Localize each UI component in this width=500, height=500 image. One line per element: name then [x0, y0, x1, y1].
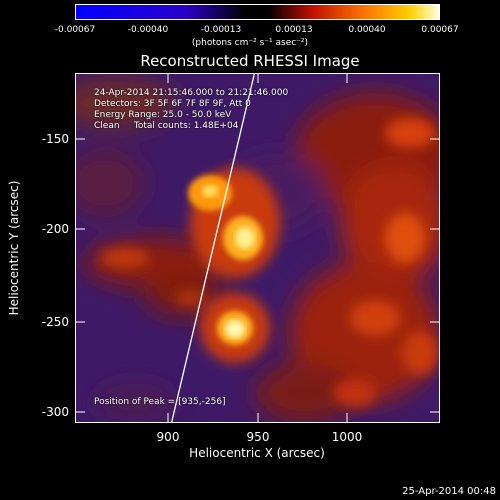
- y-axis-label: Heliocentric Y (arcsec): [7, 180, 21, 316]
- x-axis-label: Heliocentric X (arcsec): [189, 446, 325, 460]
- timestamp: 25-Apr-2014 00:48: [402, 486, 496, 497]
- y-tick: -250: [41, 315, 69, 329]
- y-tick: -150: [41, 132, 69, 146]
- colorbar-tick: 0.00040: [348, 25, 386, 35]
- rhessi-image: [75, 73, 440, 423]
- colorbar-tick: -0.00040: [127, 25, 169, 35]
- colorbar-tick: 0.00067: [421, 25, 459, 35]
- time-range: 24-Apr-2014 21:15:46.000 to 21:21:46.000: [94, 88, 289, 98]
- detectors: Detectors: 3F 5F 6F 7F 8F 9F, Att 0: [94, 99, 251, 109]
- x-tick: 1000: [331, 430, 363, 444]
- colorbar-tick: -0.00013: [200, 25, 242, 35]
- energy-range: Energy Range: 25.0 - 50.0 keV: [94, 110, 232, 120]
- colorbar-tick: -0.00067: [54, 25, 96, 35]
- x-tick: 900: [156, 430, 180, 444]
- peak-position: Position of Peak = [935,-256]: [94, 397, 226, 407]
- plot-title: Reconstructed RHESSI Image: [140, 52, 360, 70]
- clean-counts: Clean Total counts: 1.48E+04: [94, 121, 239, 131]
- colorbar: [75, 4, 440, 20]
- x-tick: 950: [246, 430, 270, 444]
- solar-limb-line: [170, 73, 256, 423]
- y-tick: -300: [41, 405, 69, 419]
- y-tick: -200: [41, 222, 69, 236]
- colorbar-tick: 0.00013: [275, 25, 313, 35]
- colorbar-units: (photons cm⁻² s⁻¹ asec⁻²): [191, 38, 309, 48]
